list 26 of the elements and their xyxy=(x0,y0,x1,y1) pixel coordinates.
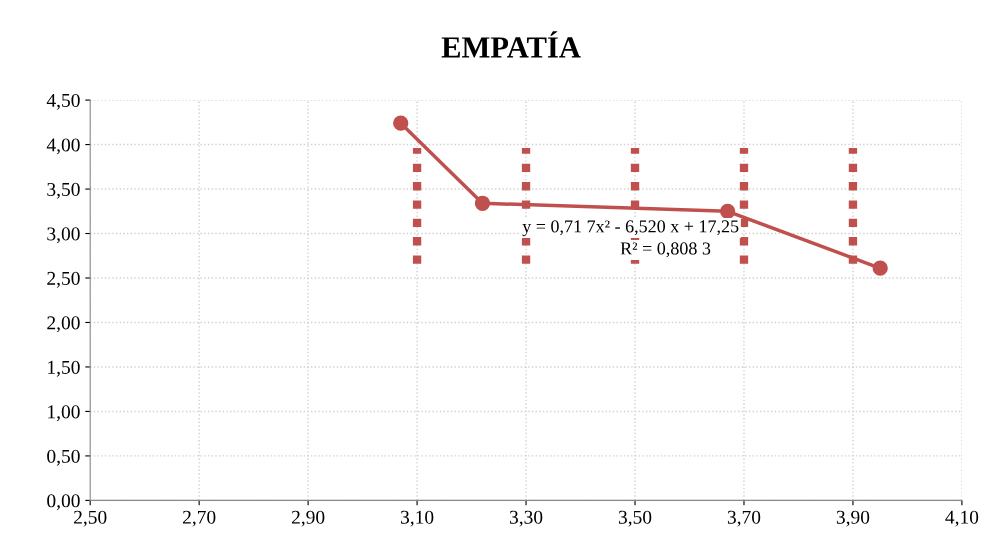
y-tick-label: 0,00 xyxy=(47,494,80,511)
y-tick-label: 1,00 xyxy=(48,405,80,422)
x-tick-label: 3,30 xyxy=(509,510,543,527)
point xyxy=(720,203,736,219)
x-tick-label: 3,10 xyxy=(401,510,434,527)
y-tick-label: 1,50 xyxy=(48,360,80,377)
y-tick-label: 3,00 xyxy=(47,227,80,244)
x-tick-label: 3,90 xyxy=(836,510,870,527)
y-tick-label: 0,50 xyxy=(47,449,80,466)
x-tick-label: 2,70 xyxy=(182,510,216,527)
x-tick-label: 3,70 xyxy=(727,510,761,527)
point xyxy=(393,115,409,131)
y-tick-label: 2,50 xyxy=(47,271,80,288)
point xyxy=(872,260,888,276)
annotation: y = 0,71 7x² - 6,520 x + 17,25 xyxy=(522,220,739,237)
y-tick-label: 3,50 xyxy=(47,182,80,199)
y-tick-label: 4,00 xyxy=(46,138,80,155)
annotation: R² = 0,808 3 xyxy=(620,242,711,258)
y-tick-label: 2,00 xyxy=(47,316,80,333)
x-tick-label: 2,90 xyxy=(291,510,325,527)
x-tick-label: 3,50 xyxy=(618,510,652,527)
x-tick-label: 2,50 xyxy=(74,510,107,527)
chart-title: EMPATÍA xyxy=(441,31,581,58)
x-tick-label: 4,10 xyxy=(945,510,979,527)
point xyxy=(474,195,491,211)
y-tick-label: 4,50 xyxy=(46,93,80,110)
